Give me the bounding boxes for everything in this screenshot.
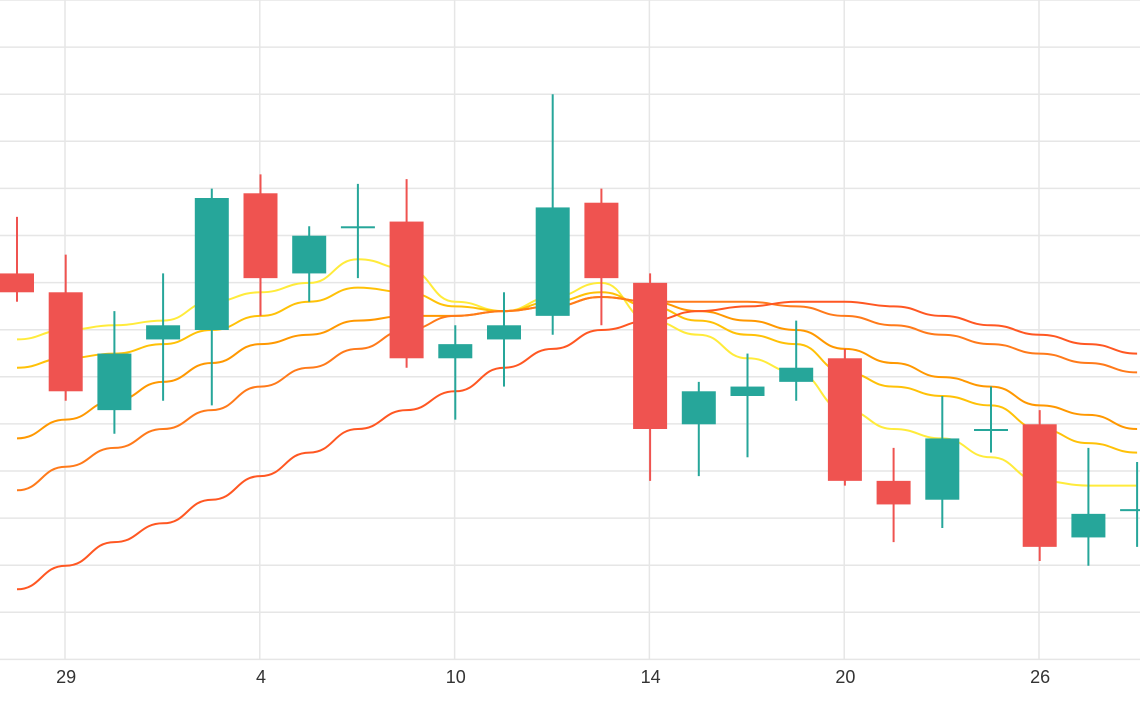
candle	[779, 320, 814, 401]
candle	[0, 216, 34, 302]
candle	[633, 273, 668, 481]
candle-body-up	[1120, 509, 1140, 512]
x-tick-label: 20	[835, 667, 855, 687]
candle-body-down	[584, 202, 619, 279]
candle	[584, 188, 619, 326]
candle	[827, 348, 862, 486]
candle-body-down	[876, 480, 911, 505]
candle	[48, 254, 83, 401]
candle-body-up	[681, 391, 716, 425]
moving-average-line-2	[16, 286, 1138, 454]
candle	[876, 447, 911, 543]
candle	[340, 183, 375, 279]
candle-body-down	[827, 358, 862, 481]
candle	[925, 396, 960, 528]
candle	[1071, 447, 1106, 566]
candle	[1022, 410, 1057, 561]
candle	[730, 353, 765, 458]
candle-body-up	[1071, 513, 1106, 538]
moving-average-line-4	[16, 295, 1138, 492]
candle	[146, 273, 181, 401]
candle-body-down	[48, 292, 83, 392]
candle	[243, 174, 278, 316]
candle-body-down	[389, 221, 424, 359]
candle-body-down	[1022, 424, 1057, 547]
x-tick-label: 14	[641, 667, 661, 687]
candle-body-up	[730, 386, 765, 396]
candle	[535, 94, 570, 335]
x-tick-label: 26	[1030, 667, 1050, 687]
candle	[97, 311, 132, 434]
candle-body-up	[925, 438, 960, 500]
candle	[292, 226, 327, 302]
moving-average-line-3	[16, 295, 1138, 440]
candle	[681, 381, 716, 477]
candle	[974, 386, 1008, 453]
x-tick-label: 4	[256, 667, 266, 687]
candle	[389, 179, 424, 368]
x-axis: 29 4 10 14 20 26	[56, 667, 1050, 687]
moving-average-line-5	[16, 300, 1138, 591]
candle	[487, 292, 521, 387]
candle-body-up	[194, 198, 229, 330]
moving-average-line-1	[16, 258, 1138, 487]
candle	[1120, 462, 1140, 547]
candle-body-down	[0, 273, 34, 293]
candle-body-up	[438, 344, 473, 359]
x-tick-label: 10	[446, 667, 466, 687]
candle-body-up	[535, 207, 570, 316]
candle-body-up	[974, 429, 1008, 431]
candles	[0, 94, 1140, 566]
candle	[194, 188, 229, 406]
candle-body-up	[340, 226, 375, 229]
candle-body-up	[97, 353, 132, 411]
candle-body-up	[779, 367, 814, 382]
candle-body-up	[146, 325, 181, 340]
candle-body-down	[633, 282, 668, 429]
candle	[438, 325, 473, 420]
candle-body-down	[243, 193, 278, 279]
x-tick-label: 29	[56, 667, 76, 687]
candle-body-up	[487, 325, 521, 340]
candle-body-up	[292, 235, 327, 274]
